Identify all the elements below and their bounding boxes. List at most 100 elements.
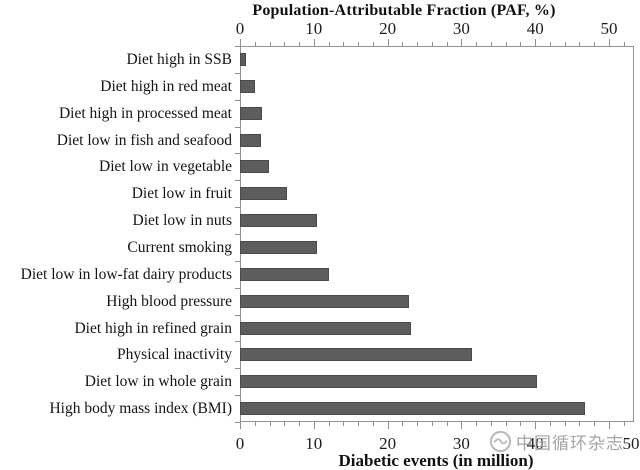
- category-label: Current smoking: [127, 238, 232, 256]
- category-label: Diet high in SSB: [126, 50, 232, 68]
- category-label: High blood pressure: [106, 292, 232, 310]
- category-label: Diet high in processed meat: [58, 104, 232, 122]
- bottom-axis-tick: [313, 422, 315, 429]
- bottom-axis-tick: [402, 422, 404, 426]
- category-boundary-tick: [235, 314, 240, 316]
- bottom-axis-tick: [505, 422, 507, 426]
- top-axis-tick: [402, 42, 404, 46]
- category-label: Diet low in low-fat dairy products: [20, 265, 232, 283]
- top-tick-label: 10: [305, 19, 323, 38]
- category-boundary-tick: [235, 153, 240, 155]
- bottom-axis-tick: [284, 422, 286, 426]
- top-axis-tick: [372, 42, 374, 46]
- bottom-axis-tick: [417, 422, 419, 426]
- top-axis-tick: [505, 42, 507, 46]
- journal-logo-icon: [489, 430, 512, 452]
- bottom-axis-tick: [269, 422, 271, 426]
- top-tick-label: 20: [379, 19, 397, 38]
- top-axis-tick: [490, 42, 492, 46]
- top-axis-tick: [564, 42, 566, 46]
- top-axis-tick: [269, 42, 271, 46]
- category-boundary-tick: [235, 46, 240, 47]
- category-label: Diet high in refined grain: [74, 319, 232, 337]
- bottom-axis-tick: [299, 422, 301, 426]
- top-tick-label: 0: [235, 19, 245, 38]
- bottom-tick-label: 30: [452, 434, 470, 453]
- top-axis-tick: [461, 39, 463, 46]
- bottom-axis-tick: [609, 422, 610, 429]
- category-boundary-tick: [235, 72, 240, 74]
- top-axis-tick: [313, 39, 315, 46]
- top-axis-tick: [535, 39, 537, 46]
- bar: [240, 321, 412, 335]
- top-axis-tick: [284, 42, 286, 46]
- bottom-axis-tick: [446, 422, 448, 426]
- bottom-axis-tick: [461, 422, 463, 429]
- bottom-axis-tick: [343, 422, 345, 426]
- top-axis-tick: [387, 39, 389, 46]
- bottom-axis-tick: [254, 422, 256, 426]
- category-label: Diet low in vegetable: [99, 158, 232, 176]
- category-boundary-tick: [235, 422, 240, 423]
- bottom-axis-tick: [328, 422, 330, 426]
- bar: [240, 79, 255, 93]
- bar: [240, 187, 288, 201]
- bottom-axis-tick: [623, 422, 625, 426]
- bar: [240, 240, 317, 254]
- bottom-axis-tick: [535, 422, 537, 429]
- top-axis-tick: [609, 39, 610, 46]
- top-axis-tick: [431, 42, 433, 46]
- top-axis-tick: [358, 42, 360, 46]
- bar: [240, 267, 329, 281]
- bar: [240, 52, 246, 66]
- bottom-tick-label: 50: [622, 434, 640, 453]
- top-axis-tick: [254, 42, 256, 46]
- bar: [240, 402, 585, 416]
- bottom-tick-label: 40: [526, 434, 544, 453]
- top-axis-tick: [476, 42, 478, 46]
- category-label: Diet low in whole grain: [84, 373, 232, 391]
- category-label: Diet low in fish and seafood: [56, 131, 232, 149]
- top-axis-tick: [623, 42, 625, 46]
- category-label: High body mass index (BMI): [49, 400, 232, 418]
- bottom-axis-tick: [358, 422, 360, 426]
- category-boundary-tick: [235, 260, 240, 262]
- bar: [240, 348, 473, 362]
- top-tick-label: 40: [526, 19, 544, 38]
- top-axis-tick: [343, 42, 345, 46]
- bar: [240, 160, 269, 174]
- bottom-axis-tick: [594, 422, 596, 426]
- top-axis-title: Population-Attributable Fraction (PAF, %…: [252, 2, 556, 19]
- category-boundary-tick: [235, 368, 240, 370]
- top-tick-label: 30: [452, 19, 470, 38]
- plot-area: [240, 46, 634, 422]
- bottom-axis-tick: [240, 422, 241, 429]
- bottom-axis-tick: [387, 422, 389, 429]
- top-axis-tick: [594, 42, 596, 46]
- top-axis-tick: [328, 42, 330, 46]
- top-tick-label: 50: [600, 19, 618, 38]
- watermark: 中国循环杂志: [489, 428, 624, 454]
- category-label: Diet high in red meat: [100, 77, 232, 95]
- bottom-axis-tick: [372, 422, 374, 426]
- category-label: Physical inactivity: [117, 346, 232, 364]
- category-label: Diet low in nuts: [132, 212, 232, 230]
- bottom-axis-tick: [476, 422, 478, 426]
- bar: [240, 214, 318, 228]
- top-axis-tick: [579, 42, 581, 46]
- category-boundary-tick: [235, 207, 240, 209]
- bottom-tick-label: 20: [379, 434, 397, 453]
- bottom-axis-title: Diabetic events (in million): [338, 451, 534, 470]
- category-boundary-tick: [235, 287, 240, 289]
- bar: [240, 106, 263, 120]
- bar: [240, 133, 261, 147]
- top-axis-tick: [240, 39, 241, 46]
- bottom-axis-tick: [579, 422, 581, 426]
- category-boundary-tick: [235, 180, 240, 182]
- bottom-tick-label: 0: [235, 434, 245, 453]
- bottom-axis-tick: [431, 422, 433, 426]
- top-axis-tick: [446, 42, 448, 46]
- category-boundary-tick: [235, 341, 240, 343]
- bar: [240, 375, 537, 389]
